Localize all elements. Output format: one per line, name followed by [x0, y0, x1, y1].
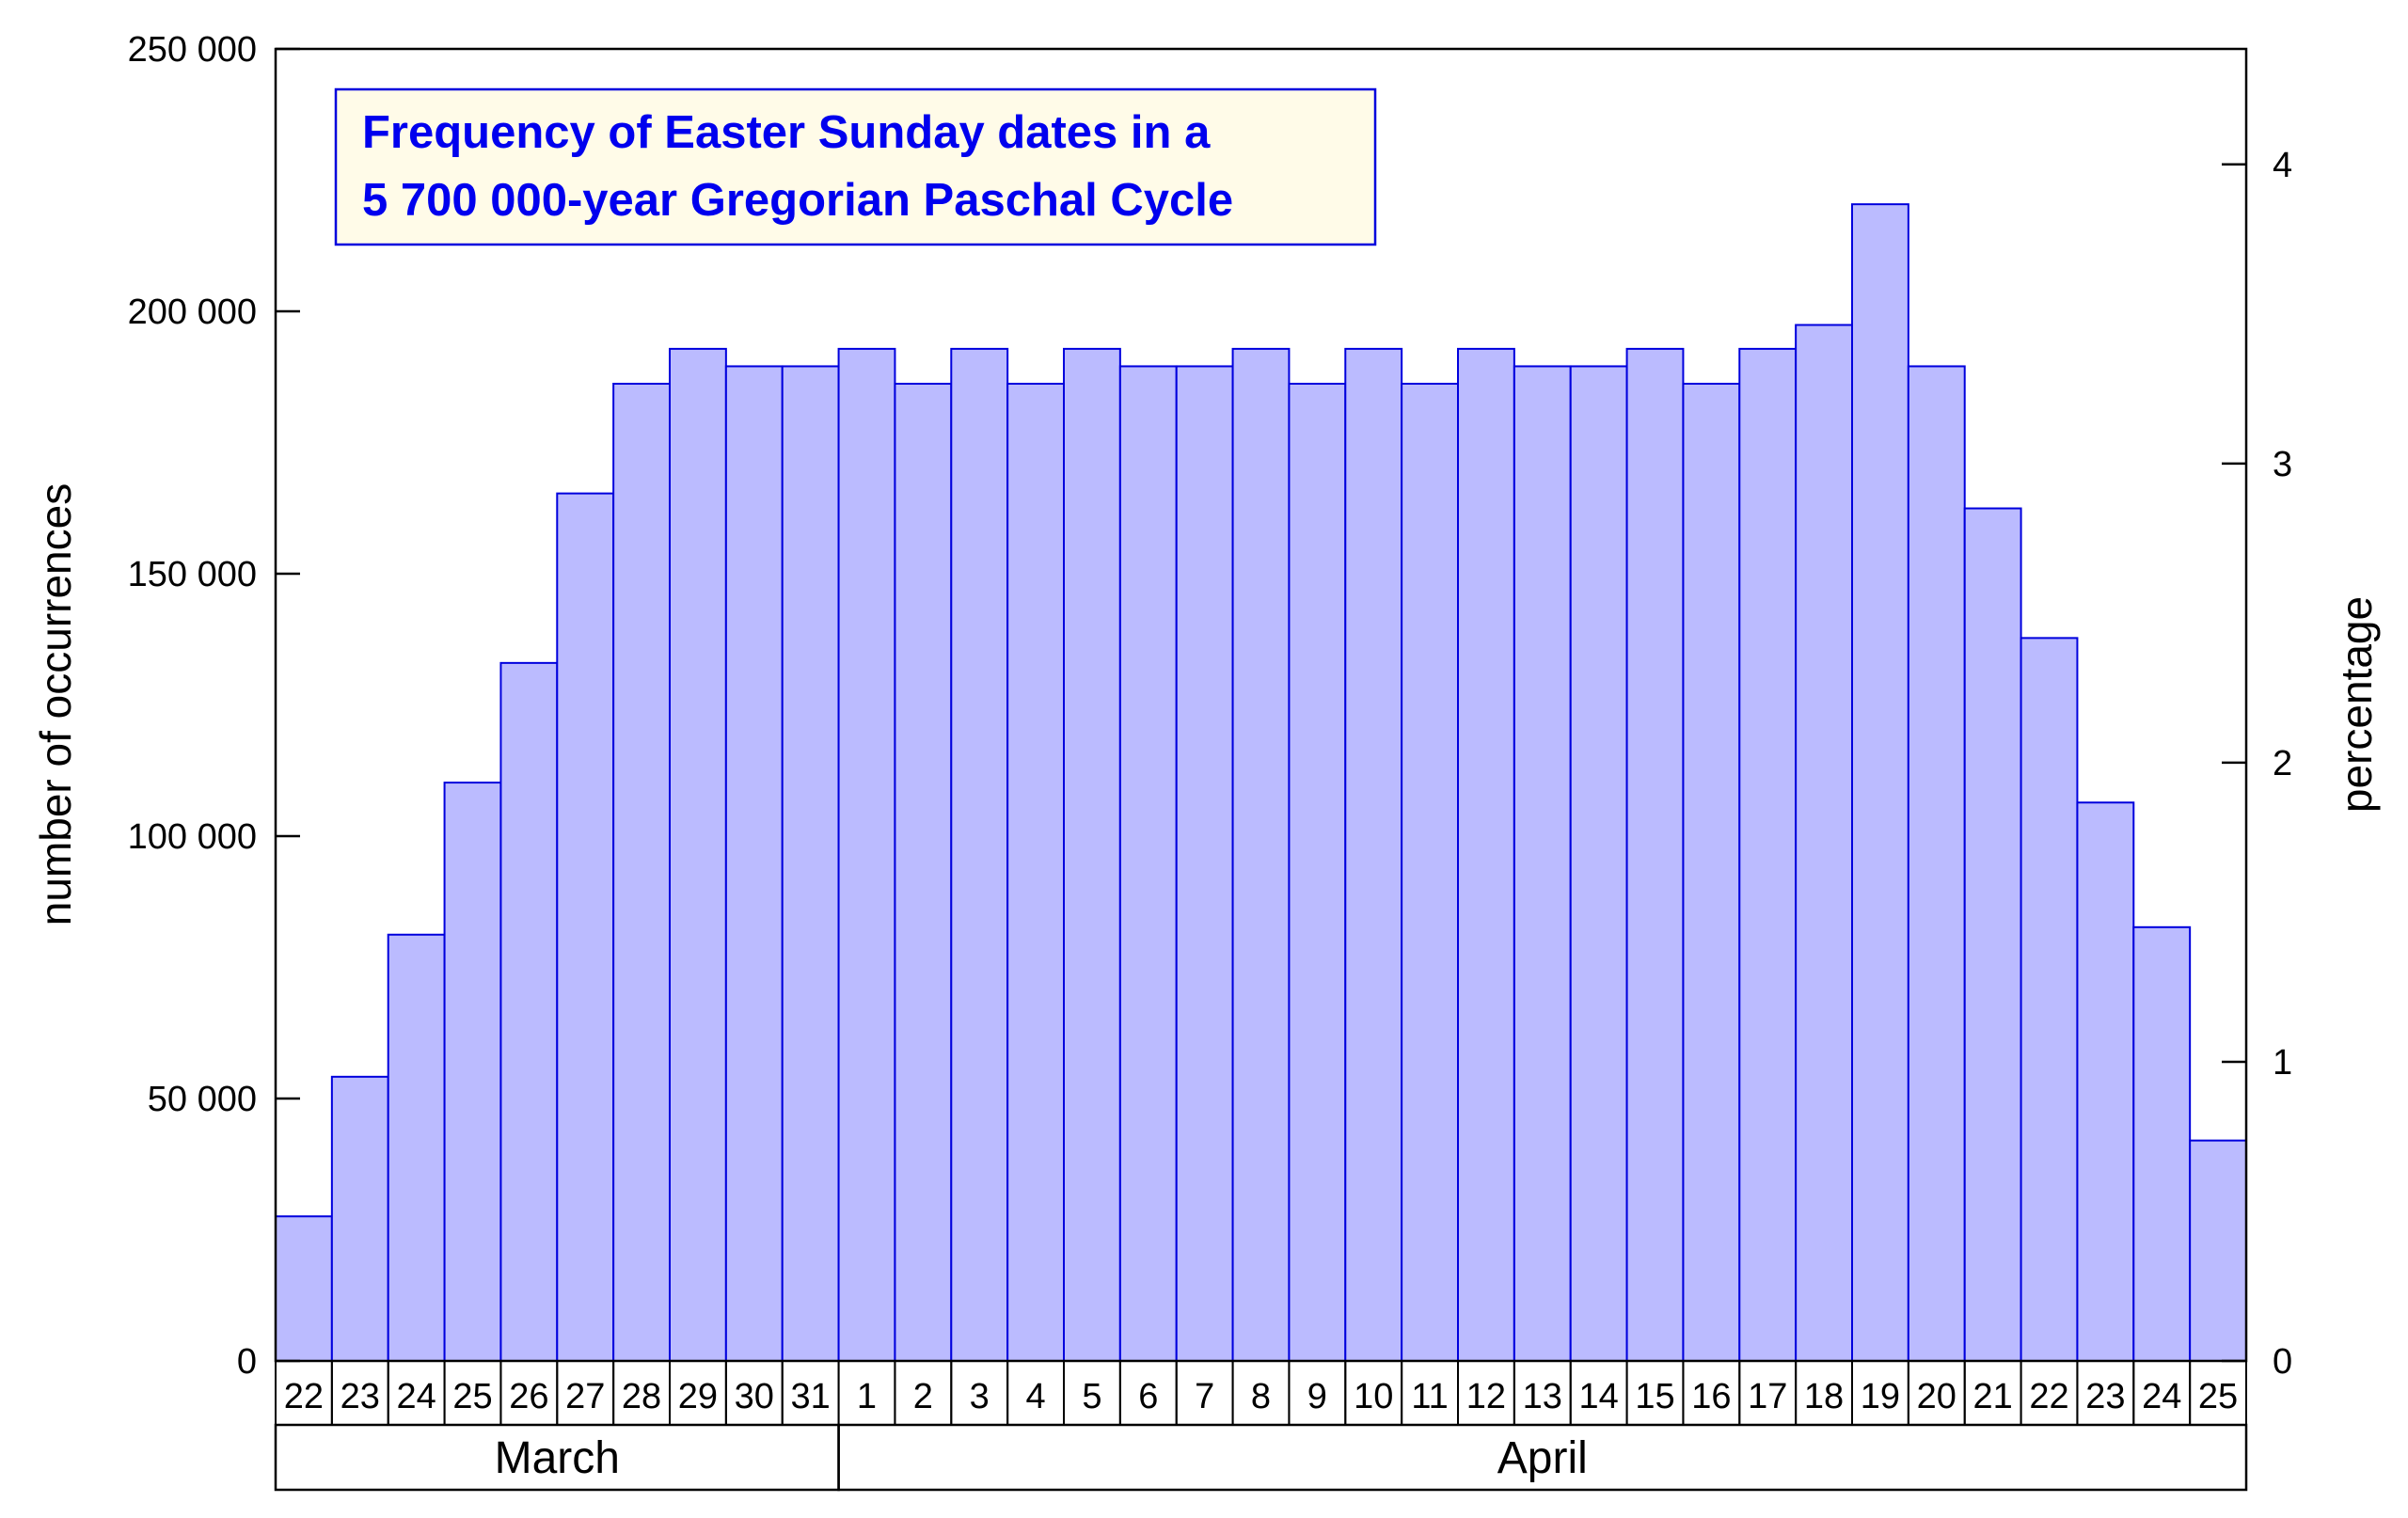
left-tick-label: 50 000 — [148, 1080, 257, 1119]
category-label: 2 — [913, 1377, 933, 1416]
category-label: 25 — [452, 1377, 492, 1416]
bar-23 — [1569, 365, 1628, 1363]
bar-3 — [443, 782, 502, 1362]
bar-34 — [2189, 1139, 2247, 1363]
title-box — [334, 87, 1377, 246]
bar-0 — [275, 1215, 333, 1362]
left-tick-label: 100 000 — [128, 817, 257, 857]
bar-14 — [1063, 347, 1121, 1363]
category-label: 24 — [397, 1377, 436, 1416]
category-label: 31 — [791, 1377, 831, 1416]
right-tick-label: 0 — [2273, 1342, 2292, 1382]
bar-21 — [1457, 347, 1515, 1363]
bar-13 — [1006, 383, 1065, 1362]
category-label: 26 — [509, 1377, 548, 1416]
bar-17 — [1231, 347, 1291, 1363]
right-axis-ticks: 0 1 2 3 4 — [2222, 146, 2292, 1382]
category-label: 22 — [2029, 1377, 2068, 1416]
left-tick-label: 150 000 — [128, 555, 257, 594]
bar-5 — [556, 492, 615, 1362]
bar-8 — [724, 365, 784, 1363]
category-label: 13 — [1523, 1377, 1562, 1416]
bar-9 — [781, 365, 840, 1363]
category-label: 8 — [1251, 1377, 1271, 1416]
right-tick-label: 4 — [2273, 146, 2292, 185]
month-axis: March April — [274, 1423, 2248, 1492]
bar-30 — [1963, 507, 2022, 1362]
right-tick-label: 1 — [2273, 1043, 2292, 1083]
bar-2 — [387, 933, 446, 1363]
category-label: 21 — [1973, 1377, 2013, 1416]
left-axis-ticks: 0 50 000 100 000 150 000 200 000 250 000 — [128, 30, 300, 1382]
category-label: 15 — [1635, 1377, 1674, 1416]
title-line-2: 5 700 000-year Gregorian Paschal Cycle — [362, 175, 1233, 226]
category-label: 4 — [1026, 1377, 1046, 1416]
category-label: 3 — [970, 1377, 990, 1416]
month-label: April — [1497, 1433, 1588, 1483]
category-label: 11 — [1411, 1377, 1448, 1416]
category-label: 28 — [622, 1377, 661, 1416]
bar-1 — [330, 1075, 389, 1363]
left-tick-label: 250 000 — [128, 30, 257, 70]
bar-24 — [1625, 347, 1685, 1363]
category-label: 6 — [1138, 1377, 1158, 1416]
bar-7 — [669, 347, 727, 1363]
bar-12 — [950, 347, 1009, 1363]
category-label: 14 — [1579, 1377, 1619, 1416]
category-label: 1 — [857, 1377, 877, 1416]
category-label: 22 — [284, 1377, 324, 1416]
category-label: 19 — [1861, 1377, 1900, 1416]
right-tick-label: 2 — [2273, 744, 2292, 783]
month-label: March — [495, 1433, 620, 1483]
bar-6 — [612, 383, 672, 1362]
category-label: 10 — [1354, 1377, 1393, 1416]
bar-28 — [1851, 203, 1909, 1363]
category-label: 20 — [1917, 1377, 1956, 1416]
category-label: 23 — [341, 1377, 380, 1416]
category-label: 7 — [1195, 1377, 1214, 1416]
bars-layer — [275, 203, 2247, 1363]
category-label: 5 — [1082, 1377, 1101, 1416]
category-label: 18 — [1804, 1377, 1844, 1416]
y-axis-title: number of occurrences — [31, 483, 80, 925]
bar-29 — [1907, 365, 1966, 1363]
bar-33 — [2132, 925, 2192, 1362]
bar-27 — [1795, 324, 1853, 1362]
bar-19 — [1344, 347, 1403, 1363]
left-tick-label: 200 000 — [128, 293, 257, 332]
bar-31 — [2020, 637, 2079, 1362]
category-label: 25 — [2198, 1377, 2238, 1416]
right-y-axis-title: percentage — [2332, 596, 2381, 813]
category-label: 29 — [678, 1377, 718, 1416]
bar-11 — [894, 383, 953, 1362]
bar-22 — [1513, 365, 1572, 1363]
category-label: 9 — [1307, 1377, 1327, 1416]
bar-10 — [837, 347, 896, 1363]
category-label: 23 — [2085, 1377, 2125, 1416]
chart-title: Frequency of Easter Sunday dates in a 5 … — [334, 87, 1377, 246]
bar-25 — [1682, 383, 1741, 1362]
bar-16 — [1175, 365, 1234, 1363]
bar-15 — [1118, 365, 1178, 1363]
left-tick-label: 0 — [237, 1342, 257, 1382]
title-line-1: Frequency of Easter Sunday dates in a — [362, 107, 1211, 158]
bar-32 — [2076, 801, 2135, 1362]
bar-4 — [499, 661, 559, 1362]
category-label: 12 — [1466, 1377, 1506, 1416]
category-label: 27 — [565, 1377, 605, 1416]
bar-18 — [1288, 383, 1347, 1362]
category-axis: 22 23 24 25 26 27 28 29 30 31 1 2 3 4 5 6 7 8 9 10 11 12 13 14 1… — [275, 1360, 2247, 1426]
category-label: 17 — [1748, 1377, 1787, 1416]
right-tick-label: 3 — [2273, 445, 2292, 484]
month-cell — [837, 1423, 2248, 1492]
category-label: 24 — [2142, 1377, 2181, 1416]
bar-26 — [1738, 347, 1798, 1363]
bar-20 — [1401, 383, 1459, 1362]
category-label: 30 — [735, 1377, 774, 1416]
category-label: 16 — [1691, 1377, 1731, 1416]
